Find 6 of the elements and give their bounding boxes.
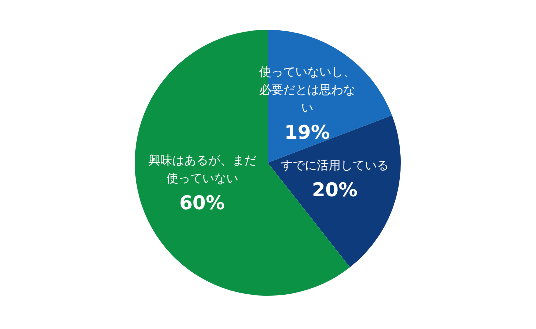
data-label: 19% [284,122,330,144]
slice-label: すでに活用している [280,158,389,173]
data-label: 20% [312,180,358,202]
data-label: 60% [180,192,226,215]
slice-label: 使っていないし、必要だとは思わない [259,64,356,115]
slice-label: 興味はあるが、まだ使っていない [148,154,256,186]
